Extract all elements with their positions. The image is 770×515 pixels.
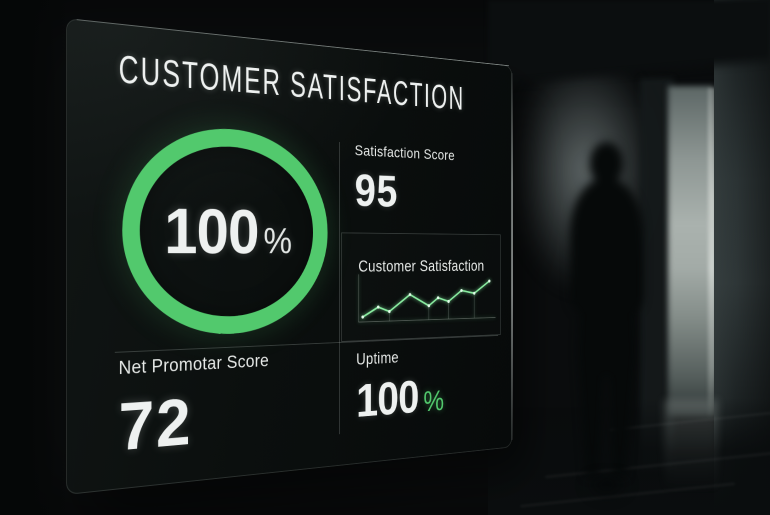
frosted-glass-wall bbox=[668, 86, 714, 416]
gauge-percent-sign: % bbox=[263, 220, 292, 262]
ceiling-shadow bbox=[488, 0, 770, 118]
dashboard-panel: CUSTOMER SATISFACTION 100 % Satisfaction… bbox=[66, 18, 513, 495]
gauge-value: 100 % bbox=[164, 193, 292, 268]
nps-card: Net Promotar Score 72 bbox=[119, 351, 269, 465]
bright-wall-edge bbox=[708, 88, 716, 416]
vertical-divider bbox=[338, 141, 340, 435]
satisfaction-score-value: 95 bbox=[354, 165, 399, 217]
nps-value: 72 bbox=[118, 384, 193, 465]
satisfaction-score-card: Satisfaction Score 95 bbox=[355, 142, 455, 219]
silhouette-head bbox=[590, 142, 623, 184]
person-floor-reflection bbox=[574, 474, 640, 515]
uptime-value: 100 bbox=[356, 371, 419, 428]
uptime-percent-sign: % bbox=[423, 384, 445, 419]
silhouette-legs bbox=[578, 302, 636, 477]
person-silhouette bbox=[570, 142, 646, 477]
gauge-ring: 100 % bbox=[122, 122, 328, 338]
uptime-label: Uptime bbox=[356, 348, 399, 369]
uptime-card: Uptime 100 % bbox=[356, 347, 444, 429]
uptime-value-row: 100 % bbox=[356, 369, 444, 428]
left-vignette bbox=[0, 0, 72, 515]
dashboard-title: CUSTOMER SATISFACTION bbox=[118, 48, 465, 118]
satisfaction-score-label: Satisfaction Score bbox=[354, 142, 455, 164]
line-chart bbox=[358, 271, 495, 323]
nps-label: Net Promotar Score bbox=[118, 351, 269, 380]
gauge-number: 100 bbox=[164, 194, 259, 268]
trend-card: Customer Satisfaction bbox=[341, 232, 501, 342]
silhouette-torso bbox=[570, 178, 643, 318]
floor-light-reflection bbox=[664, 400, 718, 492]
